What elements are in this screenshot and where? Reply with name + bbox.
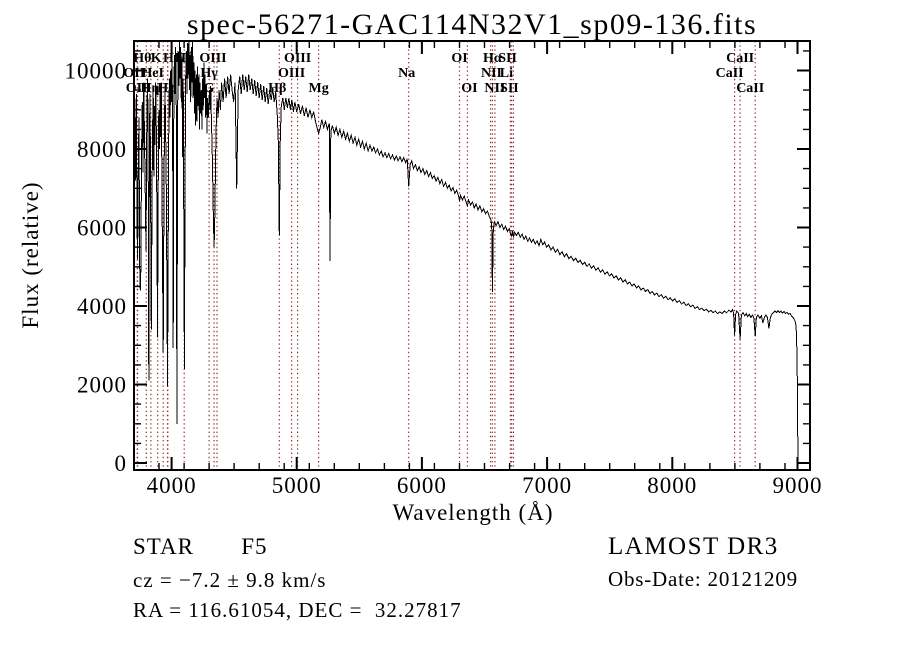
spectral-line-label: HeI [141, 66, 164, 81]
spectral-line-label: NII [481, 66, 502, 81]
spectral-line-label: CaII [736, 81, 764, 96]
radial-velocity-text: cz = −7.2 ± 9.8 km/s [133, 568, 327, 592]
y-tick-label: 0 [115, 451, 128, 476]
x-tick-label: 9000 [773, 473, 823, 498]
spectral-line-label: Mg [308, 81, 328, 96]
classification-text: STAR F5 [133, 534, 268, 559]
spectral-line-label: Hη [140, 81, 159, 96]
spectral-line-label: NII [484, 81, 505, 96]
spectral-line-label: Li [500, 66, 513, 81]
spectral-line-label: H [163, 51, 174, 66]
y-tick-label: 4000 [77, 294, 127, 319]
spectral-line-label: OIII [278, 66, 305, 81]
spectral-line-label: OIII [199, 51, 226, 66]
spectral-line-label: CaII [716, 66, 744, 81]
spectral-line-label: SII [498, 51, 517, 66]
plot-title: spec-56271-GAC114N32V1_sp09-136.fits [186, 8, 758, 41]
spectral-line-label: OI [451, 51, 467, 66]
y-tick-label: 6000 [77, 216, 127, 241]
y-tick-label: 8000 [77, 137, 127, 162]
spectral-line-label: G [204, 81, 215, 96]
spectral-line-label: OIII [284, 51, 311, 66]
spectral-line-label: CaII [726, 51, 754, 66]
obs-date-text: Obs-Date: 20121209 [608, 567, 798, 591]
spectrum-path [133, 41, 799, 467]
spectral-line-label: OI [461, 81, 477, 96]
spectral-line-label: K [151, 51, 162, 66]
axis-box [133, 40, 811, 471]
x-tick-label: 4000 [147, 473, 197, 498]
spectral-line-label: Hβ [268, 81, 286, 96]
spectral-line-label: Na [398, 66, 415, 81]
x-tick-label: 8000 [647, 473, 697, 498]
spectral-line-label: OII [126, 81, 148, 96]
x-tick-label: 6000 [397, 473, 447, 498]
x-axis-label: Wavelength (Å) [392, 500, 554, 525]
y-tick-label: 10000 [65, 59, 128, 84]
x-tick-label: 7000 [522, 473, 572, 498]
y-tick-label: 2000 [77, 373, 127, 398]
spectral-line-label: Hθ [133, 51, 151, 66]
spectral-line-label: SII [500, 81, 519, 96]
spectral-line-label: Hα [483, 51, 502, 66]
survey-release-text: LAMOST DR3 [608, 533, 779, 560]
ra-dec-text: RA = 116.61054, DEC = 32.27817 [133, 598, 462, 622]
x-tick-label: 5000 [272, 473, 322, 498]
